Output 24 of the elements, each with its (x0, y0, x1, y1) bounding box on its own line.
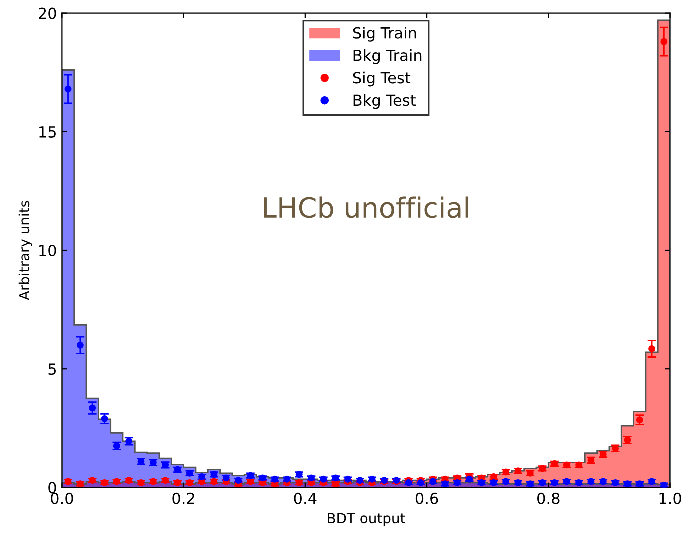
y-tick-label: 15 (40, 126, 56, 138)
legend-label: Bkg Test (354, 94, 416, 110)
x-axis-title: BDT output (328, 513, 406, 526)
y-tick-label: 10 (40, 244, 56, 257)
legend-label: Bkg Train (354, 50, 422, 64)
y-axis-title: Arbitrary units (18, 201, 32, 300)
x-tick-label: 0.0 (51, 492, 74, 504)
x-tick-label: 1.0 (660, 492, 682, 504)
x-tick-label: 0.8 (538, 492, 560, 504)
x-tick-label: 0.2 (172, 492, 194, 504)
point (660, 38, 668, 46)
point (64, 86, 72, 93)
legend-label: Sig Test (353, 72, 411, 87)
point (64, 478, 72, 486)
point (76, 342, 84, 349)
y-tick-label: 5 (48, 364, 56, 376)
x-tick-label: 0.4 (294, 492, 317, 504)
point (89, 404, 96, 412)
y-tick-label: 20 (39, 8, 56, 20)
point (648, 345, 656, 352)
annotation: LHCb unofficial (264, 196, 468, 218)
legend-label: Sig Train (353, 27, 416, 42)
x-tick-label: 0.6 (416, 492, 438, 504)
y-tick-label: 0 (48, 482, 56, 494)
